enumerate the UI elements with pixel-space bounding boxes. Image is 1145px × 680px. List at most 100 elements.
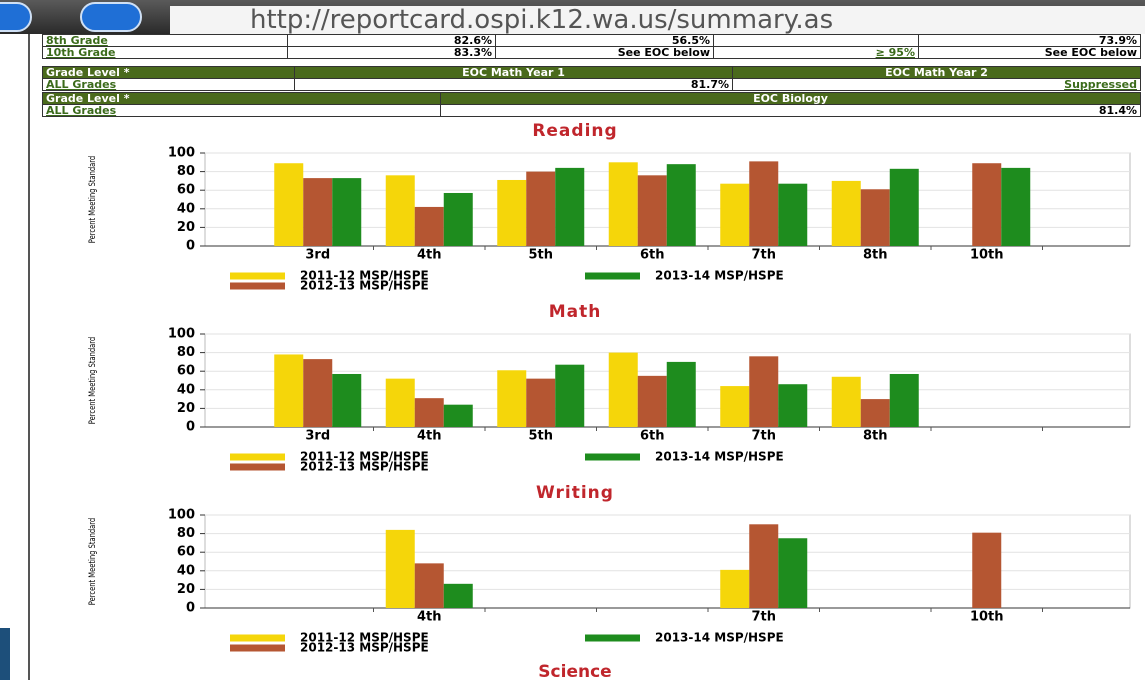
x-tick-label: 6th — [640, 429, 665, 444]
bar — [637, 175, 667, 246]
grade-table: 8th Grade 82.6% 56.5% 73.9% 10th Grade 8… — [42, 34, 1141, 59]
header-cell: Grade Level * — [42, 92, 441, 105]
bar — [972, 163, 1002, 246]
back-button[interactable] — [0, 2, 32, 32]
y-axis-label: Percent Meeting Standard — [87, 156, 97, 243]
bar — [972, 532, 1002, 608]
section-title: Science — [538, 662, 611, 680]
left-border — [28, 34, 30, 680]
bar — [526, 171, 556, 246]
y-axis-label: Percent Meeting Standard — [87, 518, 97, 605]
bar — [526, 378, 556, 427]
legend-swatch — [230, 282, 285, 290]
header-cell: EOC Math Year 2 — [732, 66, 1141, 79]
eoc-math-table: Grade Level * EOC Math Year 1 EOC Math Y… — [42, 66, 1141, 91]
y-tick-label: 60 — [177, 364, 195, 379]
bar — [608, 352, 638, 427]
bar — [497, 179, 527, 246]
x-tick-label: 10th — [970, 248, 1004, 263]
legend-label: 2013-14 MSP/HSPE — [655, 269, 784, 283]
x-tick-label: 3rd — [305, 248, 330, 263]
bar — [749, 524, 779, 608]
legend-label: 2012-13 MSP/HSPE — [300, 641, 429, 655]
x-tick-label: 3rd — [305, 429, 330, 444]
chart-title: Math — [549, 302, 602, 322]
legend-label: 2012-13 MSP/HSPE — [300, 279, 429, 293]
header-row: Grade Level * EOC Math Year 1 EOC Math Y… — [42, 66, 1141, 79]
bar — [666, 164, 696, 246]
y-tick-label: 100 — [168, 146, 195, 161]
legend-swatch — [230, 453, 285, 461]
x-tick-label: 7th — [751, 429, 776, 444]
bar — [1001, 167, 1031, 246]
legend-swatch — [230, 644, 285, 652]
legend-label: 2011-12 MSP/HSPE — [300, 631, 429, 645]
bar — [414, 206, 444, 246]
bar — [303, 178, 333, 246]
cell: See EOC below — [918, 46, 1141, 59]
bar — [749, 161, 779, 246]
legend-label: 2012-13 MSP/HSPE — [300, 460, 429, 474]
bar — [555, 364, 585, 427]
bar — [385, 175, 415, 246]
cell[interactable]: Suppressed — [732, 78, 1141, 91]
bar — [443, 583, 473, 608]
bar — [860, 399, 890, 427]
x-tick-label: 7th — [751, 248, 776, 263]
cell: 81.4% — [440, 104, 1141, 117]
y-tick-label: 0 — [186, 601, 195, 616]
bar — [274, 163, 304, 246]
bar — [778, 384, 808, 427]
bar — [608, 162, 638, 246]
address-bar[interactable]: http://reportcard.ospi.k12.wa.us/summary… — [170, 6, 1145, 34]
legend-label: 2013-14 MSP/HSPE — [655, 631, 784, 645]
bar — [414, 398, 444, 427]
row: ALL Grades 81.4% — [42, 104, 1141, 117]
y-tick-label: 40 — [177, 382, 195, 397]
y-tick-label: 80 — [177, 526, 195, 541]
y-tick-label: 20 — [177, 220, 195, 235]
bar — [889, 168, 919, 246]
legend-label: 2013-14 MSP/HSPE — [655, 450, 784, 464]
x-tick-label: 4th — [417, 248, 442, 263]
forward-button[interactable] — [80, 2, 142, 32]
legend-swatch — [230, 463, 285, 471]
bar — [443, 404, 473, 427]
url-text: http://reportcard.ospi.k12.wa.us/summary… — [250, 6, 834, 34]
bar — [443, 192, 473, 246]
y-tick-label: 80 — [177, 345, 195, 360]
bar — [332, 178, 362, 246]
legend-swatch — [585, 634, 640, 642]
x-tick-label: 5th — [528, 429, 553, 444]
y-tick-label: 40 — [177, 563, 195, 578]
y-axis-label: Percent Meeting Standard — [87, 337, 97, 424]
x-tick-label: 10th — [970, 610, 1004, 625]
bar — [889, 373, 919, 427]
y-tick-label: 20 — [177, 582, 195, 597]
bar — [666, 361, 696, 427]
eoc-biology-table: Grade Level * EOC Biology ALL Grades 81.… — [42, 92, 1141, 117]
bar — [414, 563, 444, 608]
bar — [497, 370, 527, 427]
y-tick-label: 40 — [177, 201, 195, 216]
bar — [555, 167, 585, 246]
x-tick-label: 6th — [640, 248, 665, 263]
bar — [274, 354, 304, 427]
side-tab — [0, 628, 10, 680]
y-tick-label: 60 — [177, 183, 195, 198]
header-cell: EOC Math Year 1 — [294, 66, 733, 79]
x-tick-label: 4th — [417, 610, 442, 625]
bar — [860, 189, 890, 246]
bar — [385, 378, 415, 427]
bar — [303, 359, 333, 427]
bar — [720, 569, 750, 608]
cell: See EOC below — [495, 46, 714, 59]
x-tick-label: 5th — [528, 248, 553, 263]
legend-swatch — [230, 272, 285, 280]
y-tick-label: 60 — [177, 545, 195, 560]
bar — [385, 529, 415, 608]
y-tick-label: 100 — [168, 327, 195, 342]
bar — [831, 376, 861, 427]
y-tick-label: 0 — [186, 420, 195, 435]
